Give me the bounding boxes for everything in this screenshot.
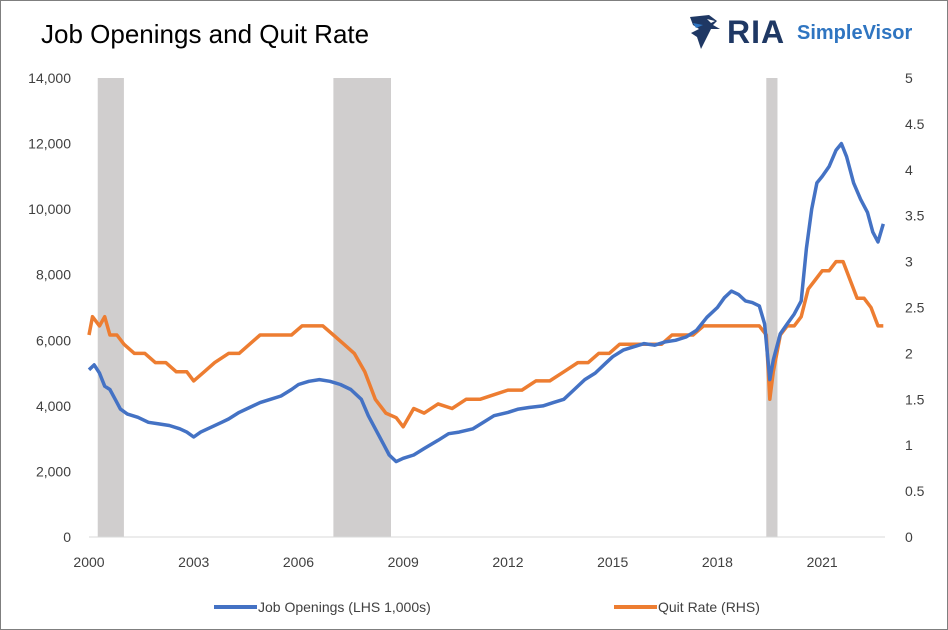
left-tick-label: 8,000 <box>36 267 71 283</box>
recession-band-0 <box>97 78 124 537</box>
recession-bands <box>97 78 778 537</box>
right-tick-label: 1.5 <box>905 391 925 407</box>
logo-simplevisor-text: SimpleVisor <box>797 22 913 44</box>
x-tick-label: 2009 <box>388 554 419 570</box>
left-tick-label: 10,000 <box>28 201 71 217</box>
ria-simplevisor-logo: RIA SimpleVisor <box>687 13 917 53</box>
left-tick-label: 12,000 <box>28 136 71 152</box>
x-tick-label: 2003 <box>178 554 209 570</box>
left-tick-label: 6,000 <box>36 332 71 348</box>
left-tick-label: 4,000 <box>36 398 71 414</box>
recession-band-1 <box>333 78 391 537</box>
right-tick-label: 4.5 <box>905 116 925 132</box>
series-line-job-openings <box>87 141 885 464</box>
logo-ria-text: RIA <box>727 14 786 50</box>
x-tick-label: 2021 <box>807 554 838 570</box>
series-line-quit-rate <box>87 259 884 429</box>
right-tick-label: 4 <box>905 162 913 178</box>
legend-label-quit-rate: Quit Rate (RHS) <box>658 599 760 615</box>
right-tick-label: 2.5 <box>905 300 925 316</box>
series-lines <box>87 141 885 464</box>
x-tick-label: 2000 <box>73 554 104 570</box>
recession-band-2 <box>766 78 778 537</box>
legend: Job Openings (LHS 1,000s) Quit Rate (RHS… <box>214 599 760 615</box>
left-tick-label: 0 <box>63 529 71 545</box>
left-tick-label: 2,000 <box>36 463 71 479</box>
right-tick-label: 0.5 <box>905 483 925 499</box>
x-tick-label: 2012 <box>492 554 523 570</box>
right-tick-label: 0 <box>905 529 913 545</box>
right-tick-label: 3.5 <box>905 208 925 224</box>
right-tick-label: 1 <box>905 437 913 453</box>
right-tick-label: 3 <box>905 254 913 270</box>
x-axis-ticks: 2000 2003 2006 2009 2012 2015 2018 2021 <box>73 554 838 570</box>
chart-title: Job Openings and Quit Rate <box>41 19 370 49</box>
x-tick-label: 2018 <box>702 554 733 570</box>
x-tick-label: 2006 <box>283 554 314 570</box>
right-tick-label: 5 <box>905 70 913 86</box>
legend-label-job-openings: Job Openings (LHS 1,000s) <box>258 599 431 615</box>
eagle-icon <box>690 15 720 49</box>
right-axis-ticks: 0 0.5 1 1.5 2 2.5 3 3.5 4 4.5 5 <box>905 70 925 545</box>
x-tick-label: 2015 <box>597 554 628 570</box>
right-tick-label: 2 <box>905 345 913 361</box>
left-axis-ticks: 0 2,000 4,000 6,000 8,000 10,000 12,000 14,000 <box>28 70 71 545</box>
left-tick-label: 14,000 <box>28 70 71 86</box>
